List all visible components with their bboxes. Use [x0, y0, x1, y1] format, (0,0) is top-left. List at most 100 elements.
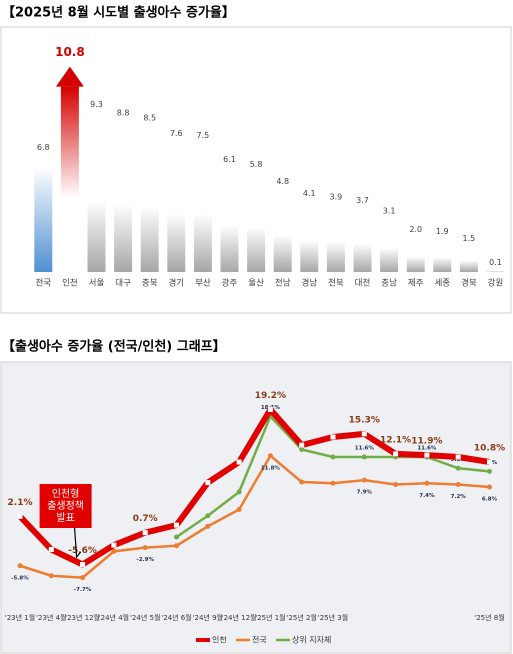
legend-label: 상위 지자체 [292, 635, 331, 645]
x-tick-label: '25년 1월 [255, 613, 285, 622]
bar [60, 86, 79, 272]
annotation-arrow [74, 527, 82, 559]
x-tick-label: 전북 [328, 278, 344, 289]
value-label: 7.4% [419, 493, 435, 499]
point-marker [299, 442, 305, 448]
bar [193, 143, 212, 272]
point-marker [330, 434, 336, 440]
point-marker [361, 477, 367, 483]
highlight-arrow [55, 66, 84, 87]
line-chart-title: 【출생아수 증가율 (전국/인천) 그래프】 [2, 339, 226, 355]
bar [353, 208, 372, 272]
value-label: 11.9% [411, 437, 442, 447]
x-tick-label: 대구 [115, 279, 131, 289]
value-label: -5.6% [68, 546, 97, 556]
x-tick-label: '24년 12월 [222, 613, 257, 622]
value-label: 8.8 [117, 108, 130, 117]
value-label: 7.5 [197, 131, 210, 140]
point-marker [424, 480, 430, 486]
value-label: 12.1% [380, 435, 411, 445]
annotation-text: 인천형 [52, 488, 80, 500]
x-tick-label: 경북 [461, 278, 477, 289]
point-marker [299, 447, 305, 452]
bar [247, 172, 266, 272]
value-label: 7.6 [170, 129, 183, 138]
value-label: 1.9 [436, 227, 449, 236]
value-label: 7.9% [357, 490, 373, 496]
point-marker [455, 454, 461, 460]
x-tick-label: '24년 4월 [99, 613, 129, 622]
bar [114, 120, 133, 272]
value-label: 6.8 [37, 143, 50, 152]
value-label: 11.6% [355, 446, 375, 452]
bar [380, 218, 399, 272]
value-label: -7.7% [74, 587, 92, 593]
x-tick-label: '24년 5월 [130, 613, 160, 622]
point-marker [142, 545, 148, 551]
value-label: 11.8% [261, 465, 281, 471]
point-marker [424, 452, 430, 458]
bar [300, 201, 319, 272]
x-tick-label: 광주 [222, 278, 238, 289]
value-label: 19.2% [255, 391, 286, 401]
point-marker [236, 489, 242, 495]
point-marker [361, 431, 367, 437]
point-marker [17, 563, 23, 569]
x-tick-label: 강원 [488, 278, 504, 289]
point-marker [205, 513, 211, 519]
point-marker [17, 513, 23, 519]
annotation-box [39, 484, 92, 528]
bar [87, 112, 106, 272]
point-marker [487, 484, 492, 490]
x-tick-label: '23년 4월 [36, 613, 66, 622]
point-marker [393, 451, 399, 457]
value-label: 0.7% [133, 514, 158, 524]
bar [220, 167, 239, 272]
value-label: 6.8% [482, 497, 498, 503]
x-tick-label: '23년 1월 [5, 613, 35, 622]
x-tick-label: 서울 [89, 279, 105, 289]
point-marker [174, 534, 179, 540]
value-label: 2.0 [409, 225, 422, 234]
value-label: 1.5 [463, 234, 476, 243]
annotation-text: 발표 [56, 512, 74, 524]
x-tick-label: '23년 12월 [65, 613, 100, 622]
value-label: 0.1 [489, 258, 502, 267]
point-marker [174, 522, 179, 528]
bar-chart-title: 【2025년 8월 시도별 출생아수 증가율】 [2, 5, 235, 21]
x-tick-label: 인천 [62, 278, 78, 289]
x-tick-label: 세종 [434, 279, 450, 289]
point-marker [174, 543, 179, 549]
bar [433, 239, 452, 272]
point-marker [361, 454, 367, 460]
x-tick-label: '25년 8월 [474, 613, 504, 622]
series-line [17, 406, 490, 568]
point-marker [111, 548, 117, 554]
x-tick-label: '25년 2월 [287, 613, 317, 622]
value-label: 3.7 [356, 196, 369, 205]
point-marker [393, 482, 399, 487]
value-label: -5.8% [11, 575, 29, 581]
legend-label: 인천 [212, 635, 227, 645]
x-tick-label: 경남 [301, 278, 317, 289]
annotation-text: 출생정책 [47, 500, 84, 512]
point-marker [330, 454, 336, 460]
point-marker [80, 575, 86, 581]
point-marker [299, 479, 305, 485]
point-marker [111, 542, 117, 548]
value-label: 4.1 [303, 189, 316, 198]
bar [486, 270, 505, 272]
legend-label: 전국 [252, 635, 267, 645]
value-label: 9.3 [90, 100, 103, 109]
point-marker [205, 480, 211, 486]
bar [273, 189, 292, 272]
point-marker [48, 573, 54, 579]
value-label: 4.8 [276, 177, 289, 186]
bar [326, 205, 345, 272]
x-tick-label: '24년 6월 [161, 613, 191, 622]
value-label: 10.8 [55, 45, 85, 59]
x-tick-label: '24년 9월 [193, 613, 223, 622]
value-label: 3.1 [383, 206, 396, 215]
bar [167, 141, 186, 272]
